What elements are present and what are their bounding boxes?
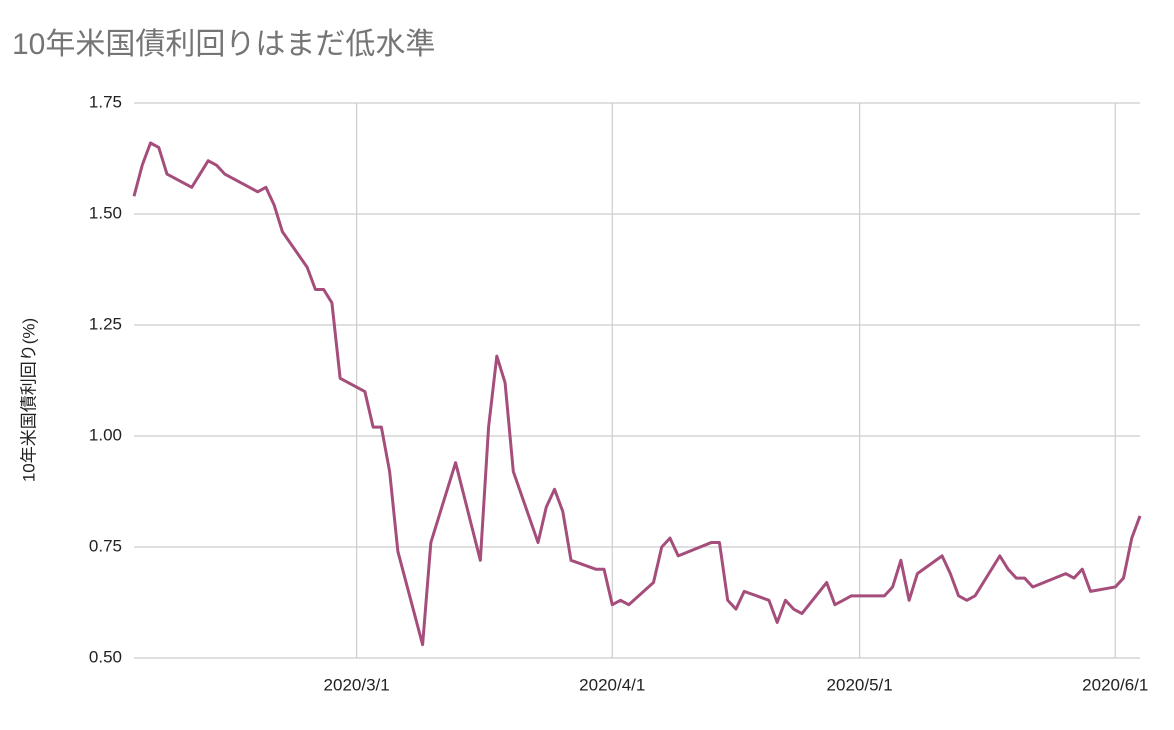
y-tick-label: 0.75 (89, 536, 122, 555)
y-tick-label: 1.75 (89, 92, 122, 111)
y-tick-label: 0.50 (89, 647, 122, 666)
x-tick-label: 2020/5/1 (827, 675, 893, 694)
y-tick-label: 1.00 (89, 425, 122, 444)
line (132, 141, 1142, 647)
y-axis-label: 10年米国債利回り(%) (19, 318, 38, 482)
y-tick-label: 1.50 (89, 203, 122, 222)
x-tick-label: 2020/4/1 (579, 675, 645, 694)
x-tick-label: 2020/3/1 (324, 675, 390, 694)
chart-title: 10年米国債利回りはまだ低水準 (12, 28, 435, 61)
x-tick-label: 2020/6/1 (1082, 675, 1148, 694)
y-tick-label: 1.25 (89, 314, 122, 333)
